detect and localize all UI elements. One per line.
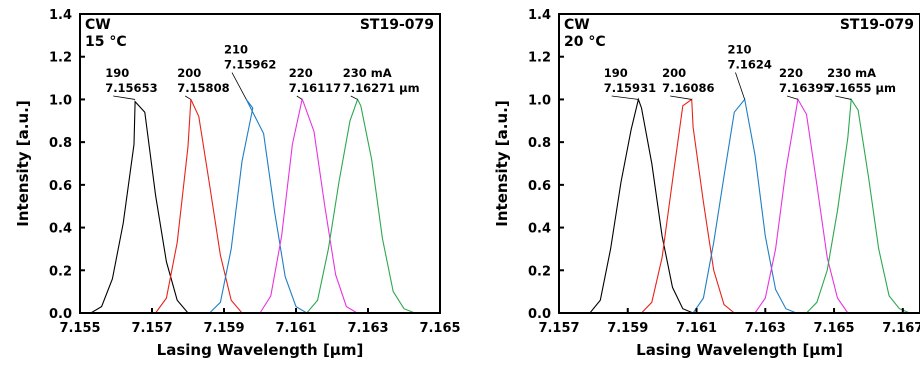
peak-label: 7.1624 <box>727 58 771 72</box>
leader-line <box>350 95 358 100</box>
corner-label-left: CW <box>564 17 590 33</box>
series-line-0 <box>559 97 920 314</box>
corner-label-left: 20 °C <box>564 34 606 50</box>
y-tick-label: 0.6 <box>528 179 551 194</box>
peak-label: 230 mA <box>343 66 392 80</box>
leader-line <box>184 95 192 100</box>
y-tick-label: 0.2 <box>528 264 551 279</box>
x-tick-label: 7.155 <box>59 321 100 336</box>
peak-label: 200 <box>662 66 686 80</box>
peak-label: 220 <box>779 66 803 80</box>
x-tick-label: 7.161 <box>676 321 717 336</box>
y-tick-label: 1.2 <box>49 51 72 66</box>
peak-label: 7.15962 <box>224 58 276 72</box>
x-axis-title: Lasing Wavelength [μm] <box>157 341 364 359</box>
peak-label: 7.15653 <box>105 81 157 95</box>
x-tick-label: 7.161 <box>275 321 316 336</box>
y-tick-label: 0.6 <box>49 179 72 194</box>
peak-label: 190 <box>604 66 628 80</box>
x-tick-label: 7.163 <box>745 321 786 336</box>
y-tick-label: 0.2 <box>49 264 72 279</box>
y-tick-label: 1.0 <box>528 93 551 108</box>
peak-label: 190 <box>105 66 129 80</box>
plot-frame <box>79 13 441 314</box>
series-line-3 <box>559 97 920 314</box>
y-tick-label: 1.4 <box>49 8 72 23</box>
chart-20c: 7.157 7.159 7.161 7.163 7.165 7.167 0.0 0.2 0.4 0… <box>493 8 920 359</box>
y-tick-label: 0.4 <box>528 222 551 237</box>
x-tick-label: 7.165 <box>813 321 854 336</box>
y-tick-label: 1.2 <box>528 51 551 66</box>
x-axis-title: Lasing Wavelength [μm] <box>636 341 843 359</box>
leader-line <box>611 95 639 100</box>
leader-line <box>670 95 692 100</box>
corner-label-right: ST19-079 <box>840 17 914 33</box>
series-line-3 <box>80 97 440 314</box>
x-tick-label: 7.167 <box>882 321 920 336</box>
y-axis-title: Intensity [a.u.] <box>493 100 511 226</box>
chart-15c: 7.155 7.157 7.159 7.161 7.163 7.165 0.0 0.2 0.4 0… <box>14 8 460 359</box>
peak-label: 7.15808 <box>177 81 229 95</box>
series-line-4 <box>80 97 440 314</box>
peak-label: 7.16271 μm <box>343 81 420 95</box>
peak-label: 200 <box>177 66 201 80</box>
x-tick-label: 7.163 <box>347 321 388 336</box>
peak-label: 230 mA <box>827 66 876 80</box>
leader-line <box>296 95 303 100</box>
y-tick-label: 0.0 <box>49 307 72 322</box>
leader-line <box>735 72 746 100</box>
peak-label: 210 <box>727 43 751 57</box>
x-tick-label: 7.165 <box>419 321 460 336</box>
leader-line <box>835 95 852 100</box>
series-line-0 <box>80 100 440 314</box>
x-tick-label: 7.159 <box>203 321 244 336</box>
y-tick-label: 0.8 <box>528 136 551 151</box>
y-tick-label: 0.4 <box>49 222 72 237</box>
series-line-1 <box>80 99 440 314</box>
leader-line <box>113 95 136 100</box>
peak-label: 210 <box>224 43 248 57</box>
plot-frame <box>558 13 920 314</box>
series-line-4 <box>559 97 920 314</box>
y-tick-label: 1.0 <box>49 93 72 108</box>
y-tick-label: 1.4 <box>528 8 551 23</box>
peak-label: 7.15931 <box>604 81 656 95</box>
peak-label: 7.16395 <box>779 81 831 95</box>
x-tick-label: 7.157 <box>538 321 579 336</box>
y-tick-label: 0.8 <box>49 136 72 151</box>
peak-label: 7.16117 <box>289 81 341 95</box>
peak-label: 7.1655 μm <box>827 81 896 95</box>
y-axis-title: Intensity [a.u.] <box>14 100 32 226</box>
corner-label-left: 15 °C <box>85 34 127 50</box>
corner-label-left: CW <box>85 17 111 33</box>
x-tick-label: 7.159 <box>607 321 648 336</box>
series-line-2 <box>559 98 920 314</box>
leader-line <box>786 95 799 100</box>
y-tick-label: 0.0 <box>528 307 551 322</box>
series-line-1 <box>559 98 920 314</box>
peak-label: 220 <box>289 66 313 80</box>
x-tick-label: 7.157 <box>131 321 172 336</box>
peak-label: 7.16086 <box>662 81 714 95</box>
leader-line <box>231 72 247 100</box>
corner-label-right: ST19-079 <box>360 17 434 33</box>
